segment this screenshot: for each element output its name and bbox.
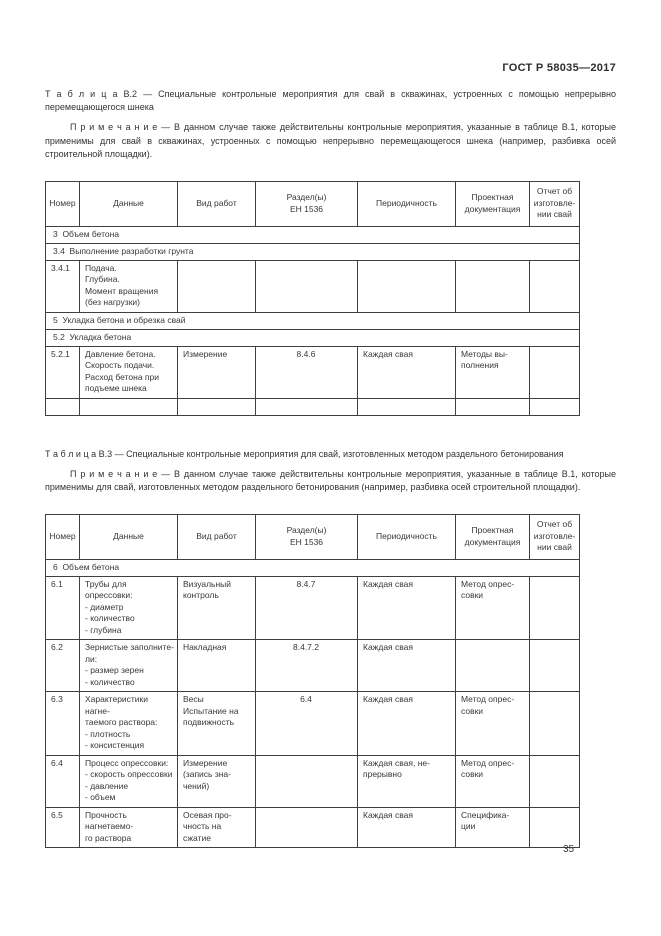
table-cell <box>529 575 580 640</box>
section-row: 5 Укладка бетона и обрезка свай <box>45 311 580 330</box>
table-cell: 6.5 <box>45 806 80 848</box>
column-header-2: Данные <box>79 180 178 227</box>
column-header-7: Отчет об изготовле-нии свай <box>529 513 580 560</box>
table-cell <box>45 397 80 416</box>
table-cell <box>529 639 580 692</box>
table-b2: Номер Данные Вид работ Раздел(ы) ЕН 1536 Пери… <box>45 180 580 416</box>
table-cell: 8.4.7.2 <box>255 639 358 692</box>
table-cell: Каждая свая <box>357 575 456 640</box>
table-cell <box>255 806 358 848</box>
table-cell: Давление бетона. Скорость подачи. Расход б… <box>79 345 178 399</box>
table-cell <box>529 345 580 399</box>
table-b2-note: П р и м е ч а н и е — В данном случае та… <box>45 121 616 162</box>
table-cell: Измерение <box>177 345 256 399</box>
column-header-6: Проектная документация <box>455 513 530 560</box>
table-cell: 8.4.7 <box>255 575 358 640</box>
table-cell: Метод опрес-совки <box>455 754 530 808</box>
table-cell <box>79 397 178 416</box>
table-cell: Зернистые заполните-ли: - размер зерен - к… <box>79 639 178 692</box>
table-cell: Измерение (запись зна-чений) <box>177 754 256 808</box>
column-header-5: Периодичность <box>357 180 456 227</box>
column-header-6: Проектная документация <box>455 180 530 227</box>
table-b3-note: П р и м е ч а н и е — В данном случае та… <box>45 468 616 495</box>
page-content: ГОСТ Р 58035—2017 Т а б л и ц а В.2 — Сп… <box>45 62 616 848</box>
table-cell <box>357 259 456 313</box>
table-cell: Каждая свая <box>357 806 456 848</box>
table-b3-note-text: — В данном случае также действительны ко… <box>45 468 616 493</box>
section-row: 3 Объем бетона <box>45 225 580 244</box>
table-cell: 6.4 <box>45 754 80 808</box>
table-cell <box>255 259 358 313</box>
table-cell: 6.3 <box>45 691 80 756</box>
table-b3-caption-label: Т а б л и ц а В.3 <box>45 448 113 459</box>
column-header-5: Периодичность <box>357 513 456 560</box>
table-cell: Метод опрес-совки <box>455 575 530 640</box>
table-cell <box>357 397 456 416</box>
table-cell <box>529 259 580 313</box>
table-cell <box>255 754 358 808</box>
column-header-4: Раздел(ы) ЕН 1536 <box>255 513 358 560</box>
column-header-7: Отчет об изготовле-нии свай <box>529 180 580 227</box>
table-b2-caption-label: Т а б л и ц а В.2 <box>45 89 138 99</box>
table-cell: Накладная <box>177 639 256 692</box>
table-cell: Характеристики нагне-таемого раствора: - … <box>79 691 178 756</box>
table-cell: Процесс опрессовки: - скорость опрессовки… <box>79 754 178 808</box>
table-cell: Осевая про-чность на сжатие <box>177 806 256 848</box>
table-cell: 3.4.1 <box>45 259 80 313</box>
table-cell: Специфика-ции <box>455 806 530 848</box>
table-b2-note-label: П р и м е ч а н и е <box>70 122 158 132</box>
table-cell: Методы вы-полнения <box>455 345 530 399</box>
table-b2-caption-text: — Специальные контрольные мероприятия дл… <box>45 89 616 112</box>
standard-number: ГОСТ Р 58035—2017 <box>502 62 616 74</box>
table-b2-note-text: — В данном случае также действительны ко… <box>45 122 616 159</box>
table-b3-caption-text: — Специальные контрольные мероприятия дл… <box>114 448 564 459</box>
table-cell: Весы Испытание на подвижность <box>177 691 256 756</box>
table-cell <box>177 259 256 313</box>
table-b2-caption: Т а б л и ц а В.2 — Специальные контроль… <box>45 88 616 114</box>
column-header-1: Номер <box>45 180 80 227</box>
table-cell: Каждая свая <box>357 639 456 692</box>
table-cell: Каждая свая <box>357 691 456 756</box>
table-cell: Трубы для опрессовки: - диаметр - количест… <box>79 575 178 640</box>
table-cell <box>455 639 530 692</box>
page-number: 35 <box>563 844 575 855</box>
table-cell: 5.2.1 <box>45 345 80 399</box>
section-row: 6 Объем бетона <box>45 558 580 577</box>
section-row: 3.4 Выполнение разработки грунта <box>45 242 580 261</box>
table-cell <box>529 754 580 808</box>
table-b3-note-label: П р и м е ч а н и е <box>70 468 158 479</box>
table-cell <box>529 397 580 416</box>
table-cell: Метод опрес-совки <box>455 691 530 756</box>
table-cell <box>455 397 530 416</box>
table-cell: 6.4 <box>255 691 358 756</box>
table-cell: Каждая свая <box>357 345 456 399</box>
column-header-2: Данные <box>79 513 178 560</box>
section-row: 5.2 Укладка бетона <box>45 328 580 347</box>
table-cell: 8.4.6 <box>255 345 358 399</box>
table-cell <box>255 397 358 416</box>
table-cell <box>529 806 580 848</box>
column-header-3: Вид работ <box>177 180 256 227</box>
table-cell: Каждая свая, не-прерывно <box>357 754 456 808</box>
table-cell <box>529 691 580 756</box>
column-header-4: Раздел(ы) ЕН 1536 <box>255 180 358 227</box>
table-cell <box>177 397 256 416</box>
table-cell: 6.1 <box>45 575 80 640</box>
column-header-3: Вид работ <box>177 513 256 560</box>
table-cell <box>455 259 530 313</box>
table-cell: Прочность нагнетаемо-го раствора <box>79 806 178 848</box>
table-b3: Номер Данные Вид работ Раздел(ы) ЕН 1536 Пери… <box>45 513 580 848</box>
table-cell: Визуальный контроль <box>177 575 256 640</box>
table-b3-caption: Т а б л и ц а В.3 — Специальные контроль… <box>45 448 616 461</box>
column-header-1: Номер <box>45 513 80 560</box>
table-cell: 6.2 <box>45 639 80 692</box>
table-cell: Подача. Глубина. Момент вращения (без нагру… <box>79 259 178 313</box>
